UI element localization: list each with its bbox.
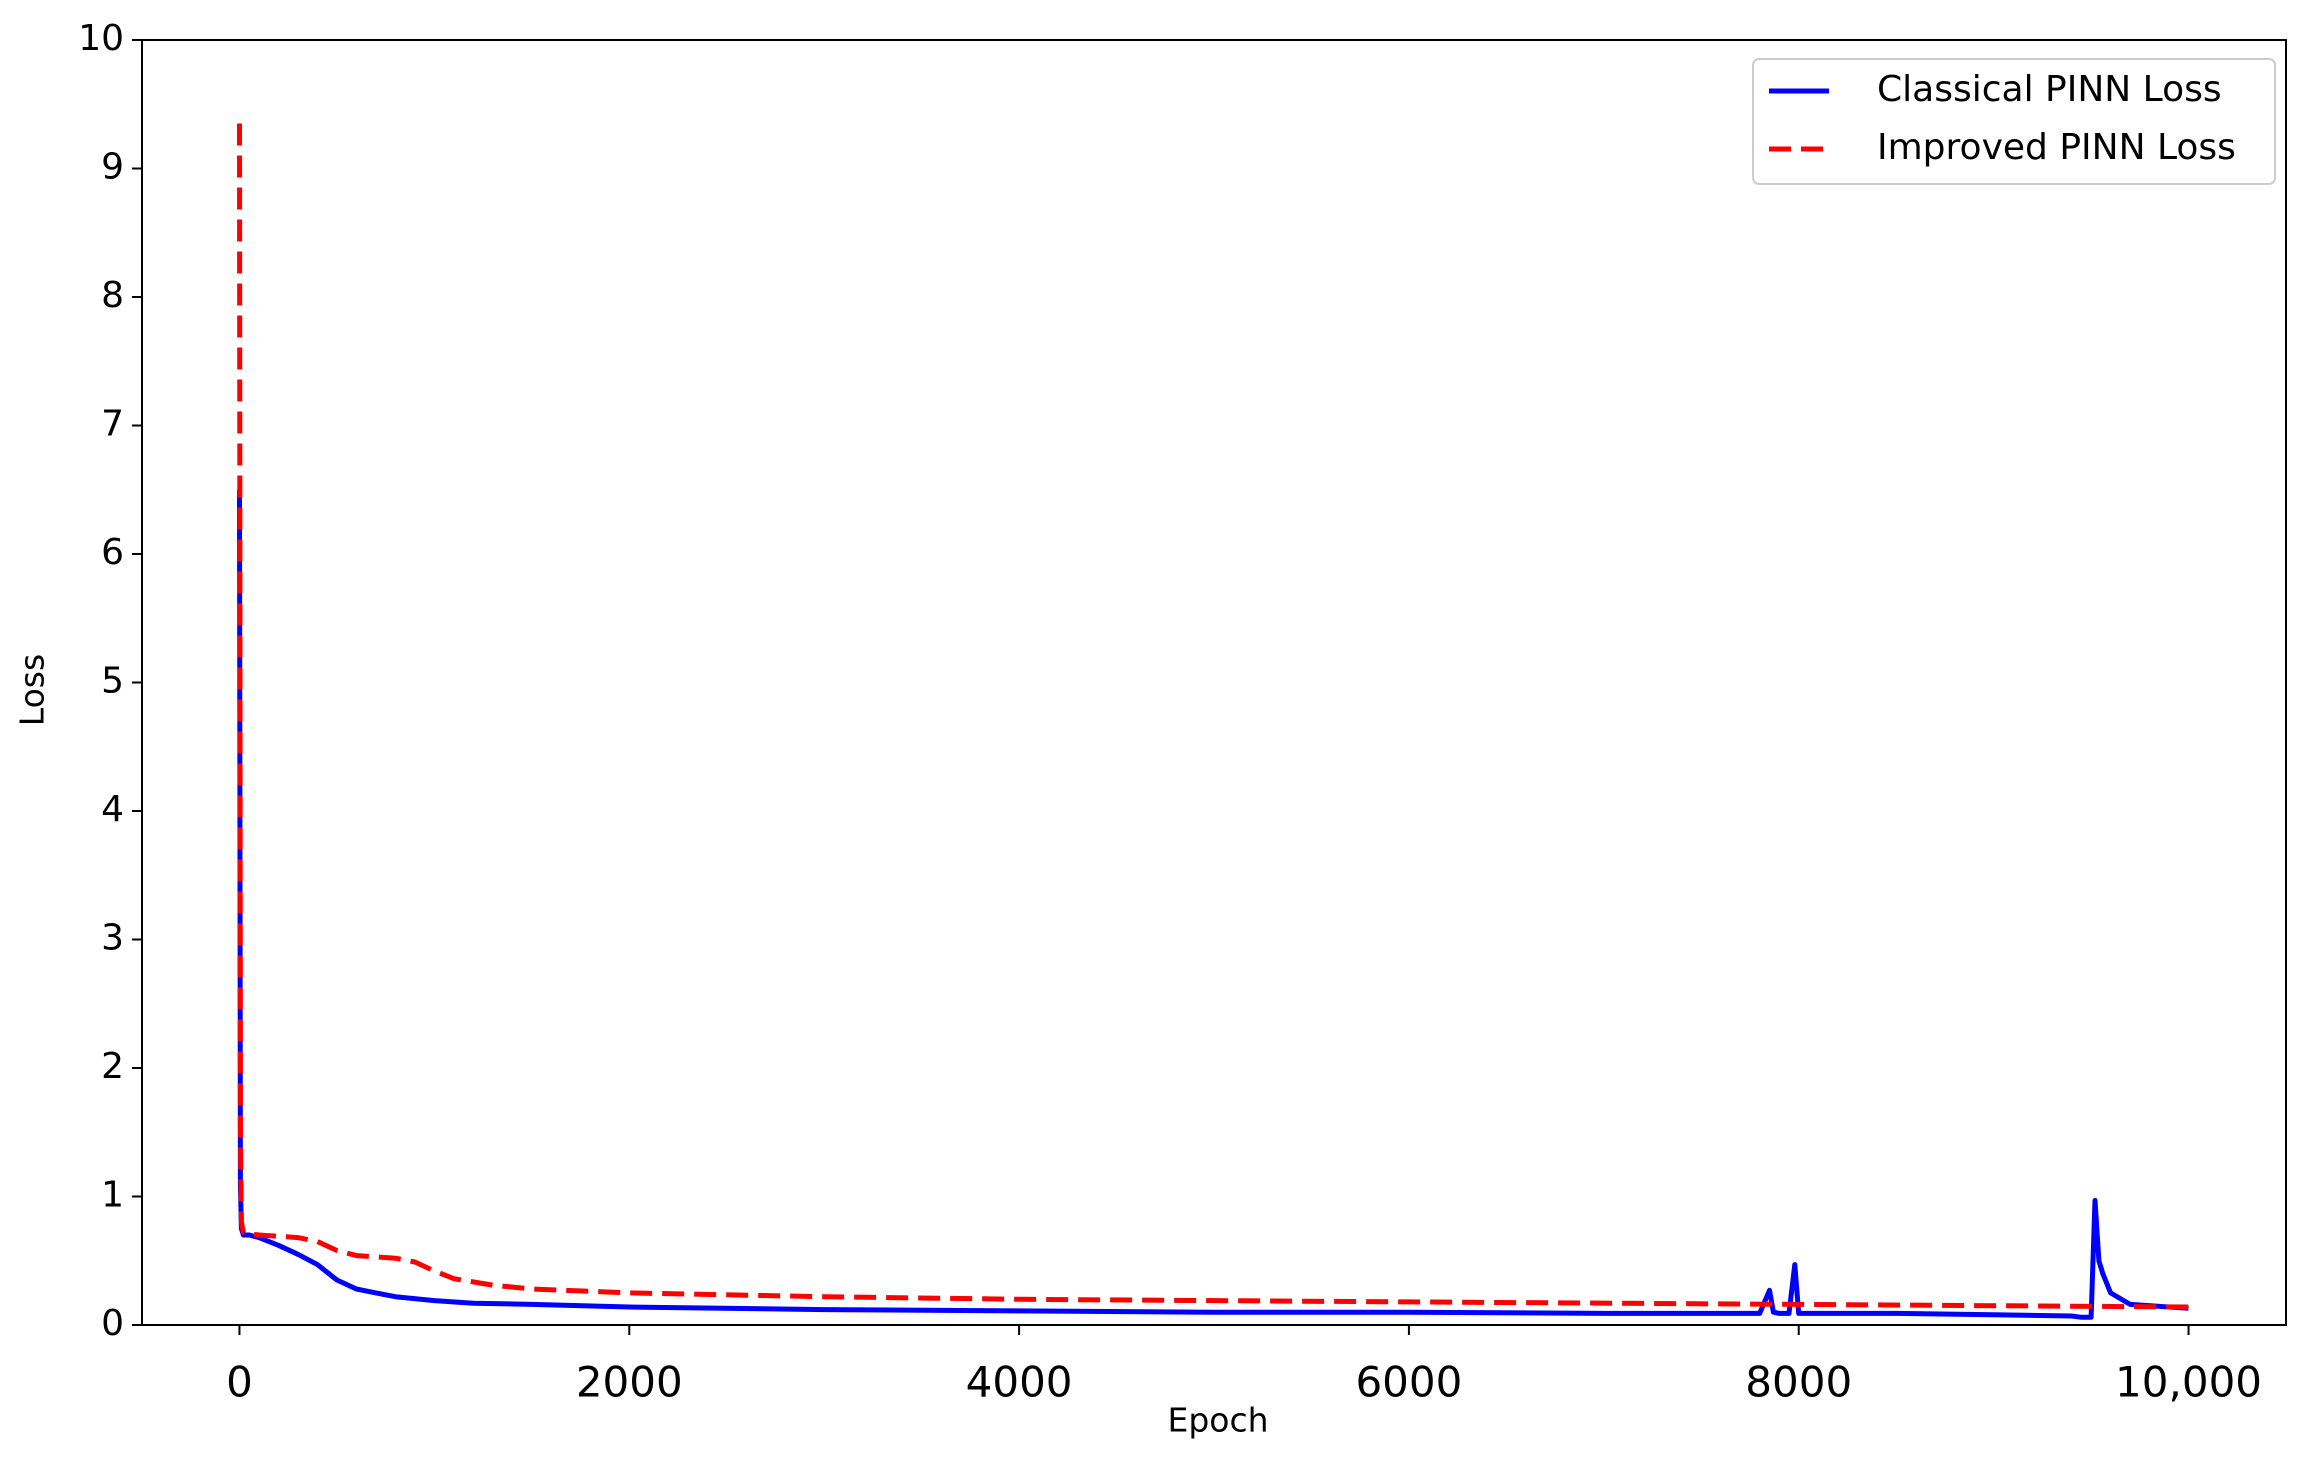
legend-box <box>1752 58 2276 185</box>
y-tick-label: 5 <box>101 661 124 702</box>
y-tick-label: 0 <box>101 1303 124 1344</box>
x-tick-label: 4000 <box>966 1358 1073 1407</box>
x-tick-label: 8000 <box>1745 1358 1852 1407</box>
x-tick-label: 10,000 <box>2115 1358 2262 1407</box>
x-tick-label: 0 <box>226 1358 253 1407</box>
y-tick-label: 9 <box>101 147 124 188</box>
x-tick-label: 2000 <box>576 1358 683 1407</box>
legend-label: Improved PINN Loss <box>1877 127 2236 168</box>
x-tick-label: 6000 <box>1355 1358 1462 1407</box>
y-tick-label: 8 <box>101 275 124 316</box>
y-axis-label: Loss <box>13 654 52 726</box>
y-tick-label: 1 <box>101 1175 124 1216</box>
y-tick-label: 6 <box>101 532 124 573</box>
legend-label: Classical PINN Loss <box>1877 69 2222 110</box>
y-tick-label: 2 <box>101 1046 124 1087</box>
x-axis-label: Epoch <box>1167 1401 1268 1440</box>
plot-frame <box>141 39 2287 1326</box>
y-tick-label: 10 <box>78 18 124 59</box>
y-tick-label: 3 <box>101 918 124 959</box>
y-tick-label: 4 <box>101 789 124 830</box>
series-line <box>237 123 2189 1310</box>
y-tick-label: 7 <box>101 404 124 445</box>
series-line <box>237 489 2189 1320</box>
